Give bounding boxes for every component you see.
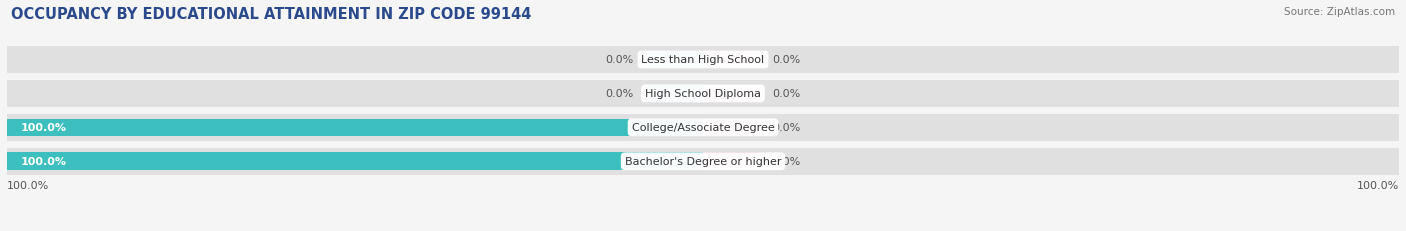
Text: College/Associate Degree: College/Associate Degree xyxy=(631,123,775,133)
Text: Source: ZipAtlas.com: Source: ZipAtlas.com xyxy=(1284,7,1395,17)
Text: Bachelor's Degree or higher: Bachelor's Degree or higher xyxy=(624,157,782,167)
Text: 100.0%: 100.0% xyxy=(21,123,67,133)
Bar xyxy=(703,119,759,137)
Text: 0.0%: 0.0% xyxy=(773,89,801,99)
Text: 0.0%: 0.0% xyxy=(605,55,633,65)
Bar xyxy=(703,85,759,103)
Bar xyxy=(7,153,703,170)
Text: 0.0%: 0.0% xyxy=(605,89,633,99)
Bar xyxy=(647,51,703,69)
Bar xyxy=(703,153,759,170)
Text: High School Diploma: High School Diploma xyxy=(645,89,761,99)
Text: 100.0%: 100.0% xyxy=(21,157,67,167)
Bar xyxy=(7,47,1399,74)
Text: 0.0%: 0.0% xyxy=(773,55,801,65)
Bar xyxy=(7,80,1399,107)
Text: 0.0%: 0.0% xyxy=(773,123,801,133)
Bar xyxy=(7,119,703,137)
Bar xyxy=(7,148,1399,175)
Text: 100.0%: 100.0% xyxy=(1357,180,1399,190)
Text: Less than High School: Less than High School xyxy=(641,55,765,65)
Text: OCCUPANCY BY EDUCATIONAL ATTAINMENT IN ZIP CODE 99144: OCCUPANCY BY EDUCATIONAL ATTAINMENT IN Z… xyxy=(11,7,531,22)
Bar xyxy=(647,85,703,103)
Text: 0.0%: 0.0% xyxy=(773,157,801,167)
Bar xyxy=(7,114,1399,141)
Text: 100.0%: 100.0% xyxy=(7,180,49,190)
Bar xyxy=(703,51,759,69)
